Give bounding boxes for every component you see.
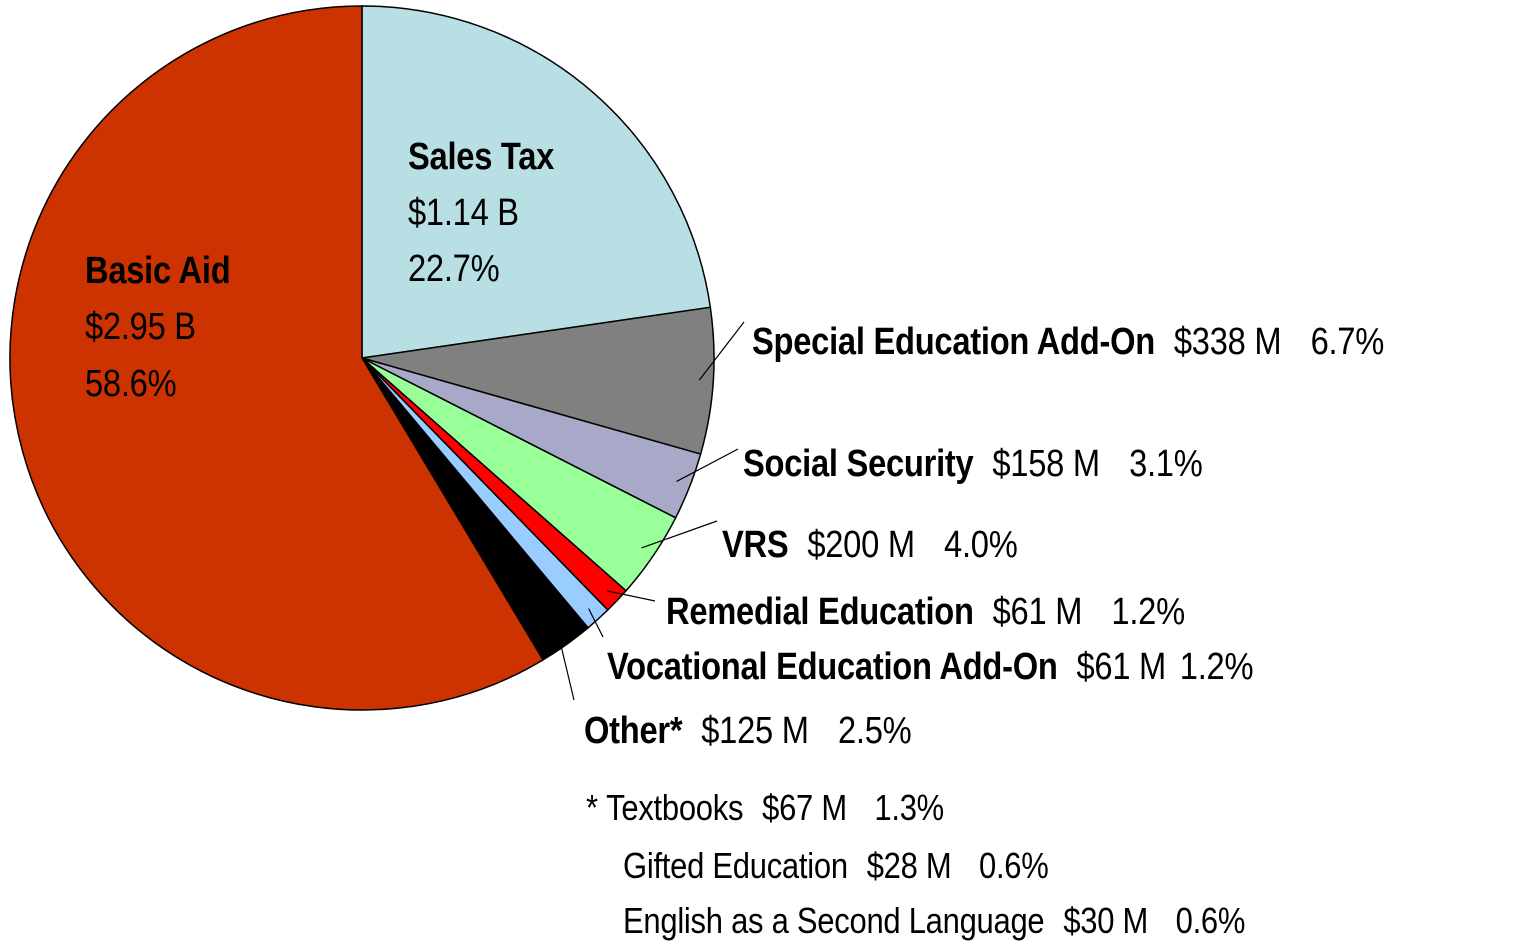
callout-vrs: VRS $200 M 4.0% [722, 526, 1018, 564]
callout-percent: 6.7% [1310, 321, 1385, 363]
footnote-amount: $30 M [1063, 900, 1149, 941]
footnote-item-textbooks: * Textbooks $67 M 1.3% [586, 790, 944, 826]
footnote-name: Gifted Education [623, 845, 848, 886]
slice-label-percent-sales-tax: 22.7% [408, 248, 500, 290]
slice-label-percent-basic-aid: 58.6% [85, 363, 177, 405]
callout-name: Special Education Add-On [752, 321, 1155, 363]
callout-amount: $338 M [1173, 321, 1282, 363]
callout-percent: 4.0% [944, 524, 1018, 566]
callout-social-security: Social Security $158 M 3.1% [743, 445, 1203, 483]
callout-amount: $61 M [992, 591, 1083, 633]
footnote-percent: 1.3% [874, 787, 944, 828]
leader-line-social-security [676, 448, 739, 482]
pie-slice-special-education-add-on [361, 306, 715, 456]
leader-line-vocational-education-add-on [588, 608, 604, 638]
pie-slice-basic-aid [9, 5, 545, 711]
leader-line-remedial-education [606, 590, 656, 602]
callout-amount: $61 M [1076, 646, 1167, 688]
footnote-marker: * [586, 787, 598, 828]
footnote-amount: $28 M [866, 845, 952, 886]
callout-amount: $158 M [992, 443, 1100, 485]
leader-line-special-education-add-on [698, 321, 745, 381]
footnote-percent: 0.6% [978, 845, 1049, 886]
callout-percent: 1.2% [1179, 646, 1254, 688]
slice-label-name-sales-tax: Sales Tax [408, 136, 555, 178]
callout-percent: 1.2% [1111, 591, 1185, 633]
callout-other: Other* $125 M 2.5% [584, 710, 912, 752]
footnote-name: English as a Second Language [623, 900, 1045, 941]
callout-name: Other* [584, 710, 683, 752]
callout-amount: $200 M [807, 524, 915, 566]
slice-label-amount-basic-aid: $2.95 B [85, 306, 196, 348]
footnote-item-esl: English as a Second Language $30 M 0.6% [623, 903, 1245, 939]
leader-line-vrs [641, 520, 718, 549]
leader-line-other [557, 633, 575, 701]
callout-percent: 2.5% [837, 710, 912, 752]
callout-name: VRS [722, 524, 789, 566]
pie-slice-sales-tax [361, 5, 712, 359]
callout-name: Vocational Education Add-On [607, 646, 1058, 688]
footnote-amount: $67 M [762, 787, 847, 828]
callout-name: Remedial Education [666, 591, 974, 633]
slice-label-name-basic-aid: Basic Aid [85, 250, 231, 292]
footnote-percent: 0.6% [1175, 900, 1246, 941]
callout-vocational-education: Vocational Education Add-On $61 M 1.2% [607, 646, 1254, 688]
callout-remedial-education: Remedial Education $61 M 1.2% [666, 593, 1185, 631]
slice-label-amount-sales-tax: $1.14 B [408, 192, 519, 234]
footnote-name: Textbooks [606, 787, 744, 828]
callout-amount: $125 M [701, 710, 809, 752]
footnote-item-gifted: Gifted Education $28 M 0.6% [623, 848, 1049, 884]
callout-name: Social Security [743, 443, 974, 485]
callout-special-education: Special Education Add-On $338 M 6.7% [752, 323, 1384, 361]
callout-percent: 3.1% [1129, 443, 1203, 485]
